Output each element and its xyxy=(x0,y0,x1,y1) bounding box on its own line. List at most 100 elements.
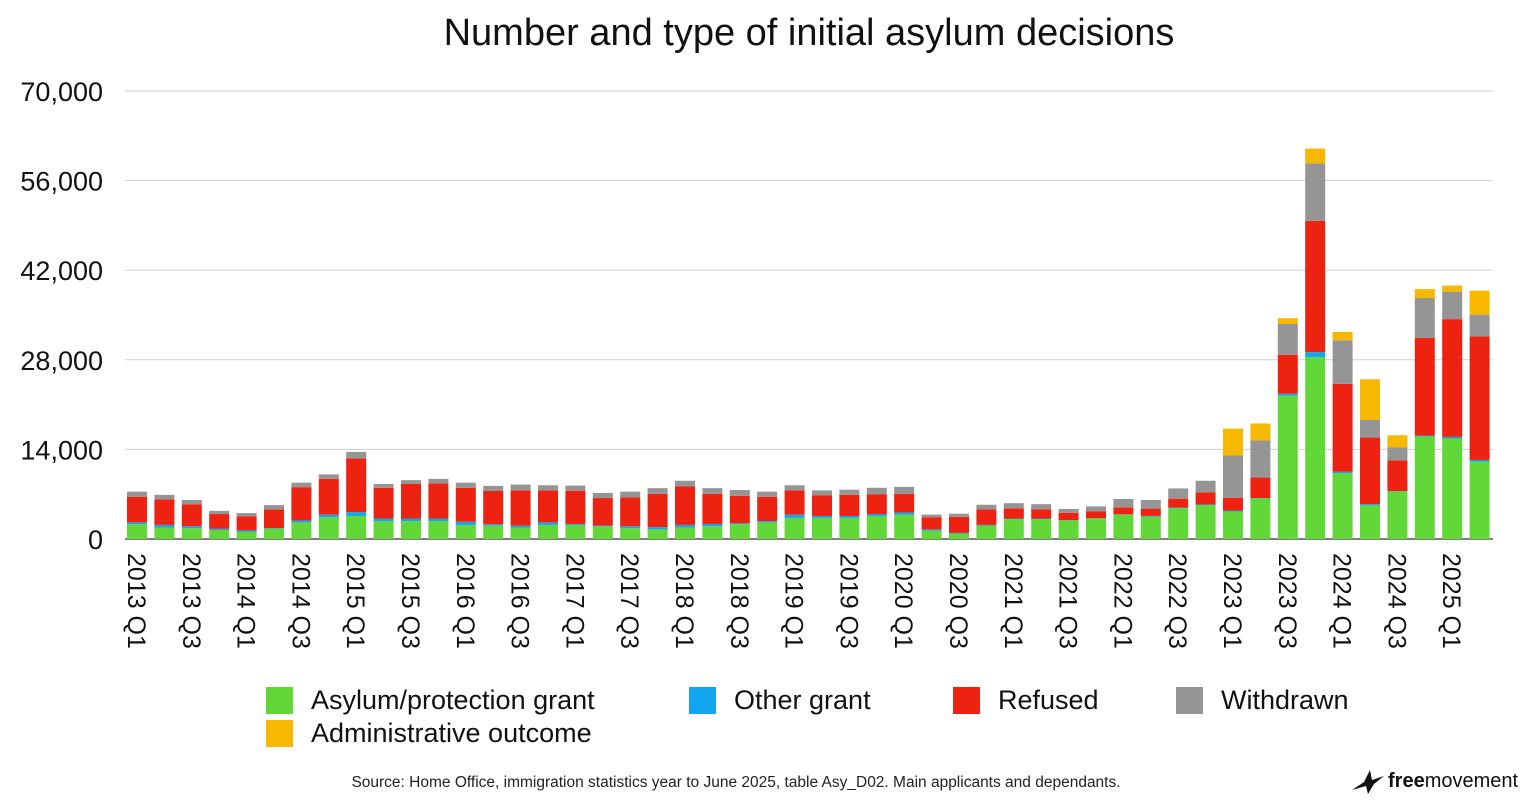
bar-stack xyxy=(401,480,421,539)
bar-segment xyxy=(839,489,860,495)
bar-segment xyxy=(428,521,449,539)
bar-segment xyxy=(647,527,668,530)
bar-segment xyxy=(1277,323,1298,355)
bar-segment xyxy=(1003,519,1024,539)
bar-segment xyxy=(455,487,476,522)
x-tick-label: 2017 Q3 xyxy=(615,553,643,649)
bar-segment xyxy=(455,524,476,539)
bar-segment xyxy=(1387,460,1408,491)
bar-segment xyxy=(1332,331,1353,341)
bar-segment xyxy=(538,485,558,491)
bar-segment xyxy=(921,514,942,518)
bar-segment xyxy=(455,521,476,525)
x-tick-label: 2015 Q3 xyxy=(396,553,424,649)
bar-segment xyxy=(1387,447,1408,461)
x-tick-label: 2018 Q1 xyxy=(670,553,698,649)
bar-segment xyxy=(976,509,997,525)
bar-stack xyxy=(784,485,805,539)
bar-segment xyxy=(1140,516,1161,539)
legend-label: Refused xyxy=(998,685,1099,715)
bar-segment xyxy=(592,492,613,499)
bar-stack xyxy=(1031,504,1052,539)
bar-segment xyxy=(1223,510,1243,512)
bar-stack xyxy=(373,483,394,539)
legend-item-withdrawn: Withdrawn xyxy=(1176,685,1349,716)
bar-segment xyxy=(866,515,887,539)
bar-segment xyxy=(1003,503,1024,509)
y-tick-label: 42,000 xyxy=(20,256,103,286)
bar-segment xyxy=(1277,318,1298,324)
bar-segment xyxy=(702,488,723,494)
legend-label: Asylum/protection grant xyxy=(311,685,595,715)
bar-stack xyxy=(620,491,641,539)
bar-stack xyxy=(1113,499,1134,539)
bar-segment xyxy=(291,520,312,523)
bar-segment xyxy=(209,528,230,531)
bar-segment xyxy=(1414,289,1435,299)
x-tick-label: 2014 Q1 xyxy=(232,553,260,649)
x-tick-label: 2023 Q1 xyxy=(1218,553,1246,649)
bar-segment xyxy=(181,504,202,527)
bar-segment xyxy=(291,522,312,539)
bar-segment xyxy=(373,521,394,539)
bar-segment xyxy=(812,517,832,539)
bar-stack xyxy=(647,488,668,539)
source-note: Source: Home Office, immigration statist… xyxy=(351,774,1121,791)
bar-segment xyxy=(538,524,558,539)
bar-stack xyxy=(236,513,257,539)
bar-segment xyxy=(1442,291,1463,320)
bar-segment xyxy=(894,486,915,494)
bar-segment xyxy=(729,523,750,525)
bar-segment xyxy=(921,517,942,530)
x-tick-label: 2024 Q3 xyxy=(1382,553,1410,649)
bar-stack xyxy=(866,487,887,539)
bar-segment xyxy=(839,517,860,539)
x-tick-label: 2023 Q3 xyxy=(1273,553,1301,649)
bar-segment xyxy=(318,478,339,515)
bar-stack xyxy=(1360,379,1380,539)
bar-stack xyxy=(949,513,969,539)
bar-stack xyxy=(1195,480,1216,539)
bar-segment xyxy=(839,515,860,518)
bar-segment xyxy=(1250,498,1271,539)
bar-stack xyxy=(1058,508,1079,539)
bar-segment xyxy=(1058,512,1079,521)
bar-segment xyxy=(812,490,832,496)
bar-segment xyxy=(592,525,613,527)
bar-segment xyxy=(1414,435,1435,437)
bar-segment xyxy=(236,513,257,517)
bar-segment xyxy=(729,490,750,496)
bar-segment xyxy=(1223,511,1243,539)
bar-segment xyxy=(1332,340,1353,384)
bar-segment xyxy=(784,514,805,518)
bar-segment xyxy=(373,483,394,488)
bar-stack xyxy=(291,482,312,539)
bar-segment xyxy=(1387,435,1408,448)
bar-stack xyxy=(976,504,997,539)
bar-segment xyxy=(154,494,175,500)
bar-segment xyxy=(757,496,778,522)
bar-segment xyxy=(1442,285,1463,292)
bar-stack xyxy=(729,490,750,539)
bar-stack xyxy=(894,486,915,539)
bar-stack xyxy=(1003,503,1024,539)
bar-segment xyxy=(510,490,531,526)
bar-stack xyxy=(839,489,860,539)
bar-segment xyxy=(1113,514,1134,539)
bar-segment xyxy=(565,524,586,539)
bar-segment xyxy=(949,533,969,539)
bar-stack xyxy=(702,488,723,539)
bar-segment xyxy=(675,527,695,539)
bar-segment xyxy=(1195,504,1216,506)
bar-stack xyxy=(538,485,558,539)
y-tick-label: 28,000 xyxy=(20,346,103,376)
bar-segment xyxy=(1140,508,1161,516)
bar-segment xyxy=(1195,492,1216,505)
x-tick-label: 2021 Q1 xyxy=(999,553,1027,649)
bar-segment xyxy=(346,515,367,539)
bar-segment xyxy=(1058,508,1079,513)
bar-segment xyxy=(236,516,257,531)
bar-segment xyxy=(483,524,504,526)
bar-segment xyxy=(1332,383,1353,472)
bar-segment xyxy=(1360,437,1380,505)
